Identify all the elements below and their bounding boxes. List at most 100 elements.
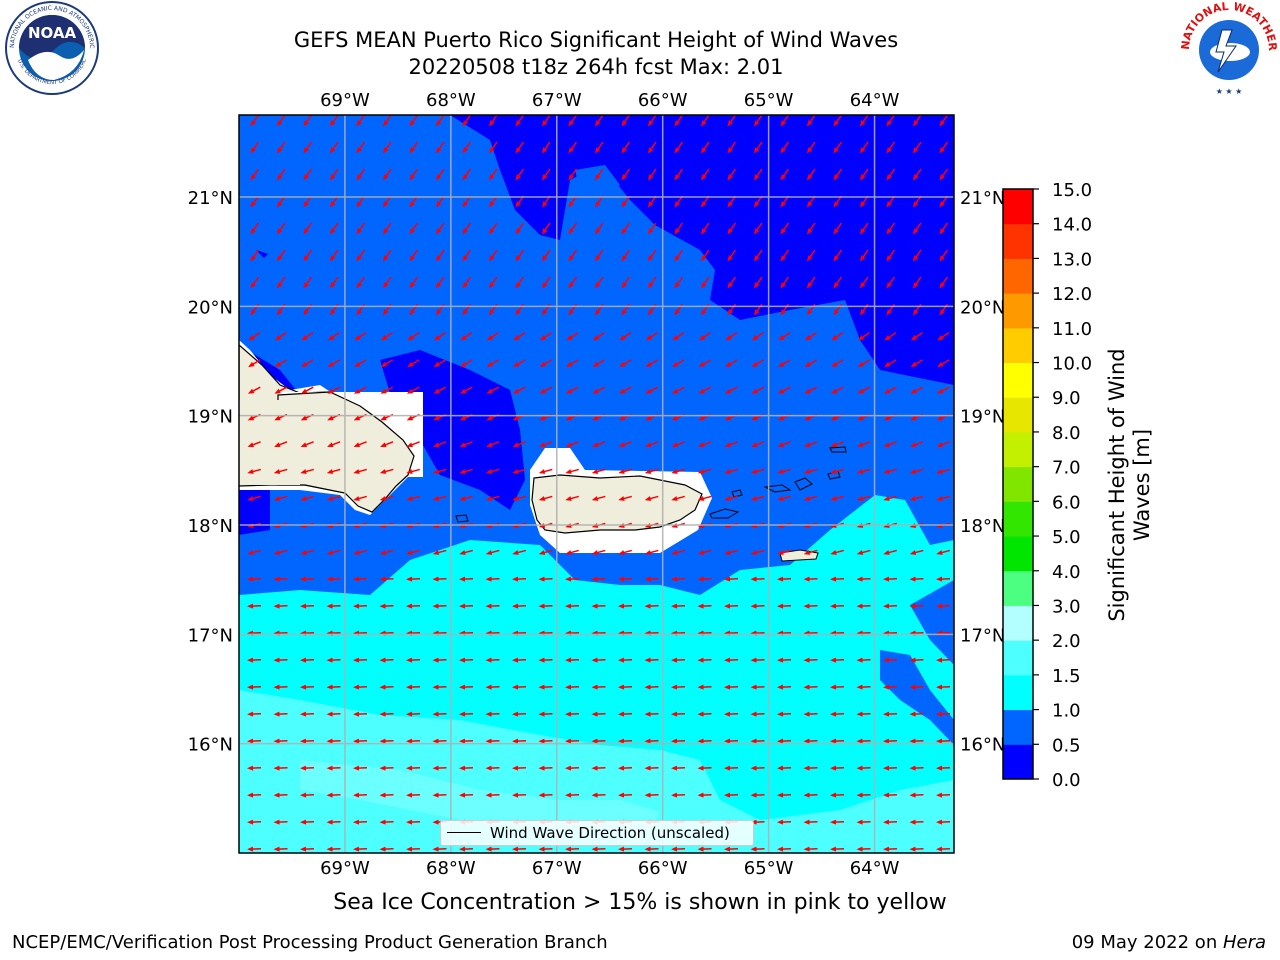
wind-arrow-head	[618, 496, 625, 501]
wind-arrow-head	[780, 147, 786, 154]
lat-tick-label-left: 18°N	[188, 516, 233, 537]
wind-arrow-head	[538, 469, 546, 474]
colorbar-swatch	[1003, 258, 1033, 294]
wind-arrow-head	[803, 738, 810, 744]
wind-arrow-head	[830, 603, 837, 609]
wind-arrow-head	[833, 309, 839, 316]
wind-arrow-head	[326, 738, 333, 744]
wind-arrow-head	[273, 819, 280, 825]
wind-arrow-head	[247, 765, 254, 771]
wind-arrow-head	[753, 120, 760, 127]
wind-arrow-head	[512, 711, 519, 717]
wind-arrow-head	[300, 738, 307, 744]
svg-text:NOAA: NOAA	[28, 24, 77, 42]
wind-arrow-head	[303, 255, 309, 262]
wind-arrow-head	[432, 657, 439, 663]
wind-arrow-head	[939, 201, 945, 208]
wind-arrow-head	[647, 255, 654, 262]
chart-subtitle: 20220508 t18z 264h fcst Max: 2.01	[408, 55, 784, 79]
wind-arrow-head	[725, 361, 732, 368]
colorbar-tick-label: 0.5	[1052, 735, 1081, 756]
wind-arrow-head	[515, 282, 521, 289]
wind-arrow-head	[301, 335, 308, 341]
wind-arrow-head	[539, 415, 546, 421]
wind-arrow-head	[353, 469, 360, 474]
colorbar-tick-label: 5.0	[1052, 527, 1081, 548]
wind-arrow-head	[488, 309, 495, 316]
wind-arrow-head	[432, 765, 439, 771]
wind-arrow-head	[803, 684, 810, 690]
colorbar-tick-label: 6.0	[1052, 492, 1081, 513]
wind-arrow-head	[831, 335, 838, 341]
wind-arrow-head	[326, 846, 333, 852]
wind-arrow-head	[485, 496, 493, 501]
wind-arrow-head	[804, 388, 811, 394]
wind-arrow-head	[936, 576, 943, 582]
wind-arrow-head	[273, 711, 280, 717]
wind-arrow-head	[645, 415, 652, 421]
wind-arrow-head	[936, 711, 943, 717]
wind-arrow-head	[273, 792, 280, 798]
wind-arrow-head	[380, 442, 387, 448]
wind-arrow-head	[353, 550, 360, 555]
wind-arrow-head	[432, 846, 439, 852]
wind-arrow-head	[859, 201, 866, 208]
wind-arrow-head	[353, 792, 360, 798]
wind-arrow-head	[883, 657, 890, 663]
wind-arrow-head	[485, 792, 492, 798]
wind-arrow-head	[565, 711, 572, 717]
wind-arrow-head	[565, 496, 572, 501]
wind-arrow-head	[273, 657, 280, 663]
wind-arrow-head	[512, 469, 519, 474]
wind-arrow-head	[727, 309, 733, 316]
wind-arrow-head	[432, 684, 439, 690]
wind-arrow-head	[939, 174, 945, 181]
wind-arrow-head	[912, 147, 919, 154]
colorbar-swatch	[1003, 431, 1033, 468]
wind-arrow-head	[485, 765, 492, 771]
wind-arrow-head	[618, 738, 625, 744]
wind-arrow-head	[379, 846, 386, 852]
wind-arrow-head	[751, 335, 759, 341]
wind-arrow-head	[859, 309, 866, 316]
wind-arrow-head	[273, 576, 280, 582]
wind-arrow-head	[541, 174, 548, 181]
wind-arrow-head	[300, 846, 307, 852]
legend-label: Wind Wave Direction (unscaled)	[490, 824, 730, 842]
wind-arrow-head	[329, 228, 336, 235]
wind-arrow-head	[247, 550, 254, 555]
wind-arrow-head	[380, 361, 388, 368]
wind-arrow-head	[780, 120, 786, 127]
wind-arrow-head	[541, 282, 548, 289]
wind-arrow-head	[485, 711, 492, 717]
wind-arrow-head	[433, 361, 441, 368]
wind-arrow-head	[806, 120, 813, 127]
lat-tick-label-right: 20°N	[960, 297, 1005, 318]
lon-tick-label-top: 68°W	[426, 90, 476, 111]
colorbar-swatch	[1003, 397, 1033, 433]
wind-arrow-head	[724, 603, 731, 609]
wind-arrow-head	[432, 819, 439, 825]
wind-arrow-head	[459, 469, 466, 474]
wind-arrow-head	[406, 415, 414, 421]
wind-arrow-head	[886, 201, 892, 208]
wind-arrow-head	[909, 846, 916, 852]
wind-arrow-head	[750, 576, 757, 582]
colorbar-tick-label: 12.0	[1052, 284, 1092, 305]
wind-arrow-head	[833, 120, 839, 127]
wind-arrow-head	[353, 388, 361, 394]
wind-arrow-head	[273, 765, 280, 771]
wind-arrow-head	[592, 335, 600, 341]
wind-arrow-head	[512, 738, 519, 744]
wind-arrow-head	[910, 415, 917, 421]
wind-arrow-head	[884, 361, 891, 368]
colorbar-tick-label: 10.0	[1052, 354, 1092, 375]
wind-arrow-head	[700, 282, 707, 289]
wind-arrow-head	[750, 711, 757, 717]
colorbar-tick-label: 0.0	[1052, 770, 1081, 791]
wind-arrow-head	[753, 255, 760, 262]
wind-arrow-head	[830, 846, 837, 852]
colorbar-tick-label: 4.0	[1052, 562, 1081, 583]
wind-arrow-head	[435, 255, 442, 262]
